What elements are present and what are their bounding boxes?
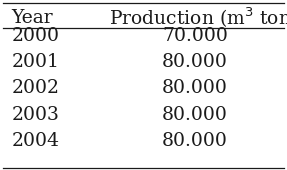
Text: 80.000: 80.000	[162, 106, 228, 124]
Text: 80.000: 80.000	[162, 132, 228, 150]
Text: 80.000: 80.000	[162, 53, 228, 71]
Text: 2004: 2004	[11, 132, 59, 150]
Text: 2000: 2000	[11, 27, 59, 45]
Text: 80.000: 80.000	[162, 79, 228, 97]
Text: 2001: 2001	[11, 53, 59, 71]
Text: 70.000: 70.000	[162, 27, 228, 45]
Text: Year: Year	[11, 9, 53, 27]
Text: 2002: 2002	[11, 79, 59, 97]
Text: Production (m$^3$ ton): Production (m$^3$ ton)	[109, 6, 287, 30]
Text: 2003: 2003	[11, 106, 59, 124]
